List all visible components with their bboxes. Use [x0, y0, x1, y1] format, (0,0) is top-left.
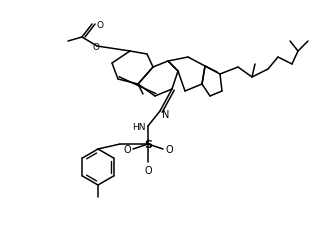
Text: O: O [96, 20, 103, 29]
Text: O: O [165, 144, 173, 154]
Text: S: S [144, 139, 152, 149]
Text: O: O [123, 144, 131, 154]
Text: O: O [144, 165, 152, 175]
Text: HN: HN [133, 122, 146, 131]
Text: N: N [162, 109, 169, 120]
Text: O: O [93, 42, 100, 51]
